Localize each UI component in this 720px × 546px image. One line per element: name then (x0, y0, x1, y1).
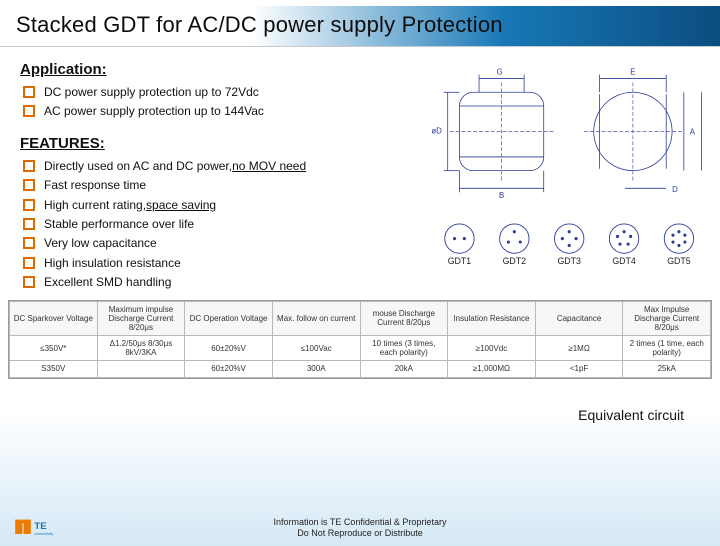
svg-text:GDT5: GDT5 (667, 256, 691, 266)
svg-text:A: A (689, 127, 695, 136)
table-row: S350V 60±20%V300A20kA≥1,000MΩ<1pF25kA (10, 361, 711, 377)
table-cell: ≤100Vac (272, 336, 360, 361)
list-item: AC power supply protection up to 144Vac (24, 103, 420, 120)
bullet-icon (24, 180, 34, 190)
table-cell: ≥1MΩ (535, 336, 623, 361)
table-cell: 20kA (360, 361, 448, 377)
table-header-cell: DC Sparkover Voltage (10, 301, 98, 336)
table-cell: 25kA (623, 361, 711, 377)
bullet-icon (24, 87, 34, 97)
list-item-emph: no MOV need (232, 158, 306, 175)
table-header-cell: DC Operation Voltage (185, 301, 273, 336)
table-cell: 60±20%V (185, 336, 273, 361)
body-row: Application: DC power supply protection … (0, 47, 720, 294)
svg-text:connectivity: connectivity (34, 532, 53, 536)
svg-text:D: D (672, 185, 678, 194)
svg-text:TE: TE (34, 521, 47, 532)
svg-text:B: B (499, 191, 504, 200)
table-header-cell: Capacitance (535, 301, 623, 336)
list-item-emph: space saving (146, 197, 216, 214)
table-cell: 10 times (3 times, each polarity) (360, 336, 448, 361)
table-header-cell: Max. follow on current (272, 301, 360, 336)
list-item: High current rating, space saving (24, 197, 420, 214)
title-band: Stacked GDT for AC/DC power supply Prote… (0, 6, 720, 47)
page-title: Stacked GDT for AC/DC power supply Prote… (16, 12, 708, 38)
spec-table-wrap: DC Sparkover VoltageMaximum impulse Disc… (8, 300, 712, 379)
slide-content: Stacked GDT for AC/DC power supply Prote… (0, 6, 720, 546)
list-item-text: Very low capacitance (44, 235, 157, 252)
table-header-cell: mouse Discharge Current 8/20μs (360, 301, 448, 336)
table-header-cell: Maximum impulse Discharge Current 8/20μs (97, 301, 185, 336)
bullet-icon (24, 238, 34, 248)
table-header-row: DC Sparkover VoltageMaximum impulse Disc… (10, 301, 711, 336)
svg-text:GDT4: GDT4 (612, 256, 636, 266)
bullet-icon (24, 277, 34, 287)
table-cell: ≥1,000MΩ (448, 361, 536, 377)
equivalent-circuit-label: Equivalent circuit (578, 407, 684, 423)
svg-text:GDT3: GDT3 (557, 256, 581, 266)
svg-text:G: G (496, 68, 502, 77)
list-item-text: DC power supply protection up to 72Vdc (44, 84, 259, 101)
table-cell (97, 361, 185, 377)
bullet-icon (24, 161, 34, 171)
table-cell: 60±20%V (185, 361, 273, 377)
features-heading: FEATURES: (20, 135, 420, 152)
svg-text:E: E (630, 68, 635, 77)
table-cell: S350V (10, 361, 98, 377)
list-item: Excellent SMD handling (24, 274, 420, 291)
list-item-text: High current rating, (44, 197, 146, 214)
list-item: Very low capacitance (24, 235, 420, 252)
table-cell: ≤350V* (10, 336, 98, 361)
list-item: Stable performance over life (24, 216, 420, 233)
table-cell: <1pF (535, 361, 623, 377)
drawing-svg: GøDEAHBD (432, 57, 706, 214)
application-list: DC power supply protection up to 72Vdc AC… (20, 84, 420, 121)
variants-svg: GDT1 GDT2 GDT3 GDT4 GDT5 (432, 219, 706, 274)
table-cell: 2 times (1 time, each polarity) (623, 336, 711, 361)
application-heading: Application: (20, 61, 420, 78)
table-row: ≤350V*Δ1.2/50μs 8/30μs 8kV/3KA60±20%V≤10… (10, 336, 711, 361)
right-column: GøDEAHBD GDT1GDT2GDT3GDT4GDT5 (432, 57, 706, 294)
bullet-icon (24, 200, 34, 210)
table-cell: Δ1.2/50μs 8/30μs 8kV/3KA (97, 336, 185, 361)
bullet-icon (24, 106, 34, 116)
list-item: High insulation resistance (24, 255, 420, 272)
svg-text:øD: øD (432, 126, 442, 135)
table-header-cell: Insulation Resistance (448, 301, 536, 336)
bullet-icon (24, 258, 34, 268)
list-item-text: Directly used on AC and DC power, (44, 158, 232, 175)
svg-text:GDT1: GDT1 (447, 256, 471, 266)
footer-text: Information is TE Confidential & Proprie… (274, 517, 447, 539)
features-list: Directly used on AC and DC power, no MOV… (20, 158, 420, 292)
list-item-text: Fast response time (44, 177, 146, 194)
table-header-cell: Max Impulse Discharge Current 8/20μs (623, 301, 711, 336)
te-logo: TEconnectivity (14, 516, 86, 540)
list-item: DC power supply protection up to 72Vdc (24, 84, 420, 101)
left-column: Application: DC power supply protection … (20, 57, 420, 294)
spec-table: DC Sparkover VoltageMaximum impulse Disc… (9, 301, 711, 378)
list-item-text: AC power supply protection up to 144Vac (44, 103, 264, 120)
footer: TEconnectivity Information is TE Confide… (0, 516, 720, 540)
footer-line1: Information is TE Confidential & Proprie… (274, 517, 447, 528)
bullet-icon (24, 219, 34, 229)
list-item: Directly used on AC and DC power, no MOV… (24, 158, 420, 175)
list-item-text: Excellent SMD handling (44, 274, 171, 291)
list-item: Fast response time (24, 177, 420, 194)
technical-drawing: GøDEAHBD (432, 57, 706, 219)
table-cell: ≥100Vdc (448, 336, 536, 361)
table-cell: 300A (272, 361, 360, 377)
svg-text:GDT2: GDT2 (502, 256, 526, 266)
footer-line2: Do Not Reproduce or Distribute (274, 528, 447, 539)
list-item-text: Stable performance over life (44, 216, 194, 233)
list-item-text: High insulation resistance (44, 255, 181, 272)
variants-row: GDT1 GDT2 GDT3 GDT4 GDT5 (432, 219, 706, 279)
